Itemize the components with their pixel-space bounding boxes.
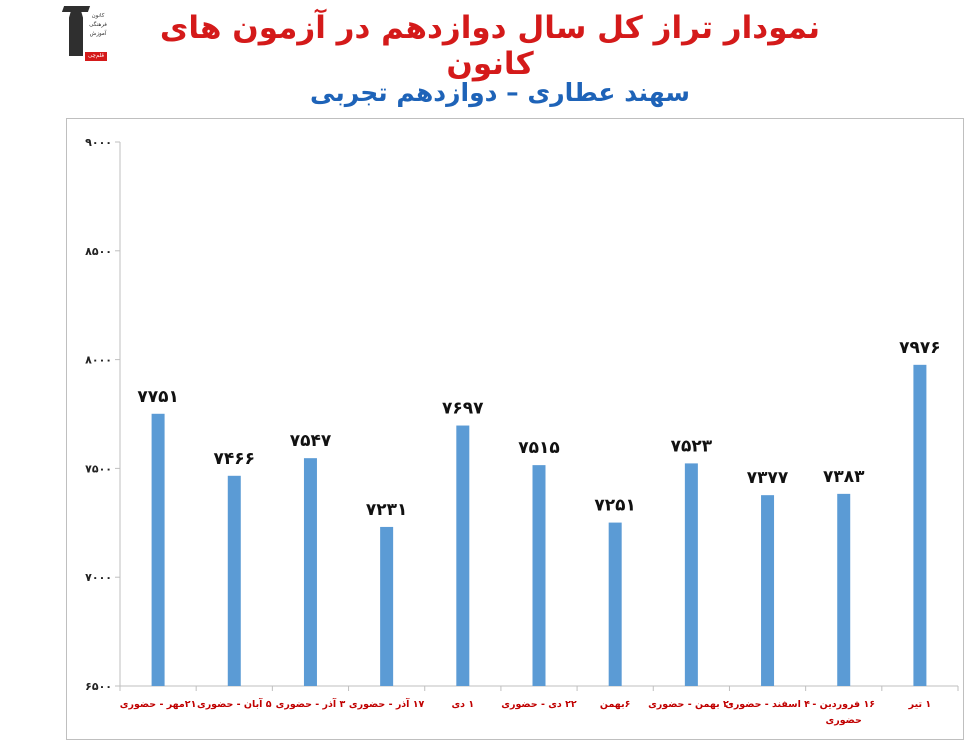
y-tick-label: ۷۰۰۰ — [85, 571, 112, 584]
x-category-label: ۱۶ فروردین - — [812, 699, 875, 710]
x-category-label: ۲۱مهر - حضوری — [120, 699, 197, 710]
bar-value-label: ۷۳۷۷ — [747, 468, 789, 488]
bar — [380, 526, 394, 686]
bar — [303, 458, 317, 686]
x-category-label: ۶بهمن — [600, 699, 631, 710]
page-subtitle: سهند عطاری – دوازدهم تجربی — [310, 78, 690, 107]
x-category-label: ۲۲ دی - حضوری — [501, 699, 577, 710]
bar — [761, 495, 775, 686]
bar-value-label: ۷۳۸۳ — [823, 467, 865, 487]
chart-frame — [66, 118, 964, 740]
bar — [608, 522, 622, 686]
bar-value-label: ۷۵۱۵ — [518, 438, 560, 458]
x-category-label: ۱۷ آذر - حضوری — [349, 697, 425, 710]
page-title: نمودار تراز کل سال دوازدهم در آزمون های … — [159, 10, 821, 82]
bar-value-label: ۷۲۳۱ — [366, 500, 408, 520]
y-tick-label: ۶۵۰۰ — [85, 680, 112, 693]
x-category-label: ۱ دی — [451, 699, 474, 710]
bar-value-label: ۷۹۷۶ — [899, 338, 941, 358]
x-category-label: ۱ تیر — [908, 699, 931, 710]
y-tick-label: ۹۰۰۰ — [85, 136, 112, 149]
bar-value-label: ۷۶۹۷ — [442, 399, 484, 419]
bar-value-label: ۷۲۵۱ — [594, 496, 636, 516]
bar — [837, 493, 851, 686]
bar — [684, 463, 698, 686]
bar-value-label: ۷۵۴۷ — [290, 431, 332, 451]
bar — [456, 425, 470, 686]
logo-badge: قلم‌چی — [85, 52, 107, 61]
y-tick-label: ۸۵۰۰ — [85, 245, 112, 258]
y-tick-label: ۷۵۰۰ — [85, 462, 112, 475]
bar — [151, 413, 165, 686]
bar — [532, 465, 546, 686]
bar-value-label: ۷۵۲۳ — [671, 436, 713, 456]
y-tick-label: ۸۰۰۰ — [85, 354, 112, 367]
bar-value-label: ۷۴۶۶ — [214, 449, 256, 469]
kanoon-logo: کانون فرهنگی آموزش قلم‌چی — [57, 4, 109, 66]
bar — [227, 475, 241, 686]
x-category-label: ۲۰ بهمن - حضوری — [648, 699, 735, 710]
graduate-figure-icon — [69, 8, 83, 56]
x-category-label: ۴ اسفند - حضوری — [725, 699, 810, 710]
x-category-label-cont: حضوری — [826, 715, 862, 726]
x-category-label: ۳ آذر - حضوری — [276, 697, 346, 710]
logo-text: کانون فرهنگی آموزش — [89, 13, 107, 37]
bar-value-label: ۷۷۵۱ — [137, 387, 179, 407]
x-category-label: ۵ آبان - حضوری — [197, 697, 272, 710]
bar — [913, 364, 927, 686]
